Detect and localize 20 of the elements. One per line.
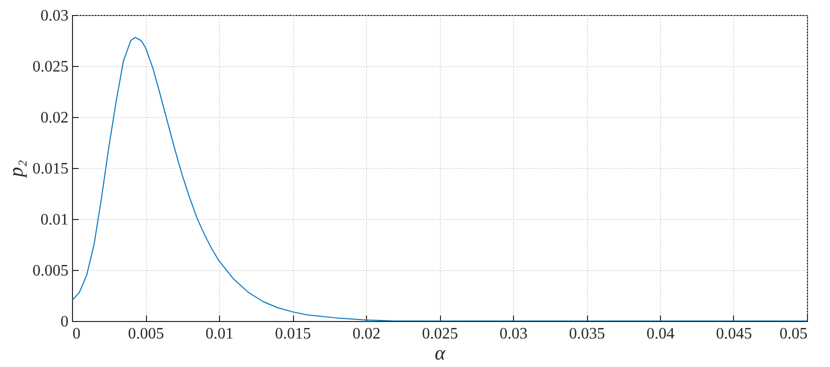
- y-tick-label: 0.025: [32, 58, 68, 76]
- x-tick-label: 0.01: [206, 326, 234, 342]
- y-axis-title: p₂: [6, 160, 28, 179]
- x-tick-label: 0.02: [352, 326, 380, 342]
- y-tick-label: 0.03: [40, 8, 68, 24]
- y-tick-label: 0.02: [40, 110, 68, 126]
- y-tick-label: 0.01: [40, 212, 68, 228]
- y-tick-label: 0.015: [32, 160, 68, 178]
- x-tick-label: 0.035: [569, 326, 605, 342]
- x-tick-label: 0.04: [646, 326, 674, 342]
- x-tick-label: 0: [72, 326, 80, 342]
- y-tick-label: 0.005: [32, 262, 68, 280]
- x-axis-title: α: [434, 342, 446, 364]
- x-tick-label: 0.045: [716, 326, 752, 342]
- x-tick-label: 0.015: [275, 326, 311, 342]
- x-tick-label: 0.03: [500, 326, 528, 342]
- x-tick-label: 0.005: [128, 326, 164, 342]
- x-tick-label: 0.025: [422, 326, 458, 342]
- x-tick-label: 0.05: [780, 326, 808, 342]
- y-tick-label: 0: [60, 314, 68, 330]
